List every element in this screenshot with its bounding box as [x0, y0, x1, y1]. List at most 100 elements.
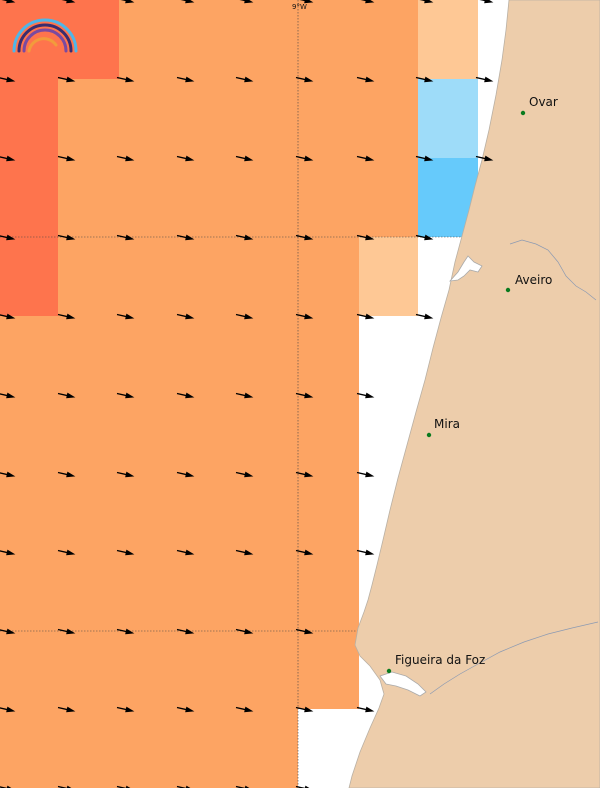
cell-orange: [0, 709, 298, 788]
current-arrow-head: [125, 0, 135, 4]
current-arrow-head: [125, 76, 135, 83]
current-arrow-head: [244, 471, 254, 478]
current-arrow-head: [365, 706, 375, 713]
current-arrow-head: [66, 313, 76, 320]
current-arrow-head: [6, 155, 16, 162]
current-arrow-head: [66, 0, 76, 4]
current-arrow-head: [185, 706, 195, 713]
current-arrow-head: [66, 549, 76, 556]
current-arrow-head: [244, 76, 254, 83]
city-label: Figueira da Foz: [395, 653, 485, 667]
current-arrow-head: [244, 0, 254, 4]
current-arrow-head: [6, 628, 16, 635]
current-arrow-head: [365, 549, 375, 556]
current-arrow-head: [424, 155, 434, 162]
current-arrow-head: [244, 628, 254, 635]
city-marker: [426, 432, 432, 438]
current-arrow-head: [365, 155, 375, 162]
current-arrow-head: [365, 313, 375, 320]
current-arrow-head: [484, 76, 494, 83]
current-arrow-head: [125, 471, 135, 478]
current-arrow-head: [66, 628, 76, 635]
current-arrow-head: [244, 155, 254, 162]
current-arrow-head: [125, 549, 135, 556]
land-mass: [348, 0, 600, 788]
cell-red-orange: [0, 0, 119, 79]
current-arrow-shaft: [176, 785, 187, 788]
current-arrow-head: [244, 549, 254, 556]
current-arrow-head: [365, 392, 375, 399]
cell-light-blue: [418, 79, 478, 158]
current-arrow-head: [304, 0, 314, 4]
meridian-label: 9°W: [292, 3, 307, 11]
current-arrow-shaft: [116, 785, 127, 788]
current-arrow-head: [304, 155, 314, 162]
current-arrow-head: [304, 392, 314, 399]
current-arrow-head: [66, 392, 76, 399]
current-arrow-head: [304, 549, 314, 556]
current-arrow-shaft: [295, 785, 306, 788]
logo-arc: [22, 28, 68, 53]
cities: Ovar Aveiro Mira Figueira da Foz: [386, 95, 558, 674]
aveiro-boundary: [509, 239, 597, 301]
land: [348, 0, 600, 788]
current-arrow-shaft: [57, 785, 68, 788]
current-arrow-head: [66, 706, 76, 713]
current-arrow-head: [185, 76, 195, 83]
current-arrow-head: [6, 234, 16, 241]
current-arrow-head: [185, 628, 195, 635]
current-arrow-head: [304, 628, 314, 635]
current-arrow-head: [304, 313, 314, 320]
current-arrow-head: [66, 234, 76, 241]
current-arrow-head: [304, 471, 314, 478]
current-arrow-head: [6, 549, 16, 556]
current-arrow-head: [125, 313, 135, 320]
current-arrow-head: [125, 706, 135, 713]
current-arrow-head: [365, 76, 375, 83]
current-arrow-head: [304, 234, 314, 241]
current-arrow-head: [244, 706, 254, 713]
current-arrow-head: [244, 234, 254, 241]
current-arrow-head: [6, 706, 16, 713]
current-arrow-head: [6, 313, 16, 320]
current-arrow-head: [6, 76, 16, 83]
current-arrow-head: [66, 155, 76, 162]
current-arrow-head: [484, 155, 494, 162]
current-arrow-shaft: [235, 785, 246, 788]
current-arrow-shaft: [0, 786, 8, 788]
current-arrow-head: [185, 549, 195, 556]
logo-arc: [27, 37, 58, 53]
city-marker: [520, 110, 526, 116]
current-arrow-head: [424, 0, 434, 4]
lagoon: [448, 255, 483, 282]
current-arrow-head: [185, 471, 195, 478]
boundaries: [429, 239, 599, 695]
current-arrow-head: [185, 313, 195, 320]
current-arrow-head: [365, 0, 375, 4]
current-arrow-head: [185, 392, 195, 399]
current-arrow-head: [424, 313, 434, 320]
current-arrow-head: [66, 471, 76, 478]
current-arrow-head: [185, 234, 195, 241]
current-arrow-head: [365, 234, 375, 241]
current-arrow-head: [185, 0, 195, 4]
city-marker: [386, 668, 392, 674]
city-label: Ovar: [529, 95, 558, 109]
current-arrow-head: [6, 471, 16, 478]
cell-red-orange: [0, 79, 58, 316]
current-arrow-head: [304, 706, 314, 713]
current-arrow-head: [66, 76, 76, 83]
current-arrow-head: [484, 0, 494, 4]
current-arrow-head: [6, 392, 16, 399]
current-arrow-head: [6, 0, 16, 4]
mondego-boundary: [429, 621, 599, 695]
city-marker: [505, 287, 511, 293]
current-arrow-head: [304, 76, 314, 83]
current-arrow-head: [125, 628, 135, 635]
city-label: Aveiro: [515, 273, 552, 287]
cell-pale-orange: [359, 237, 418, 316]
logo: [12, 18, 78, 53]
current-arrow-head: [244, 392, 254, 399]
current-arrow-head: [365, 471, 375, 478]
